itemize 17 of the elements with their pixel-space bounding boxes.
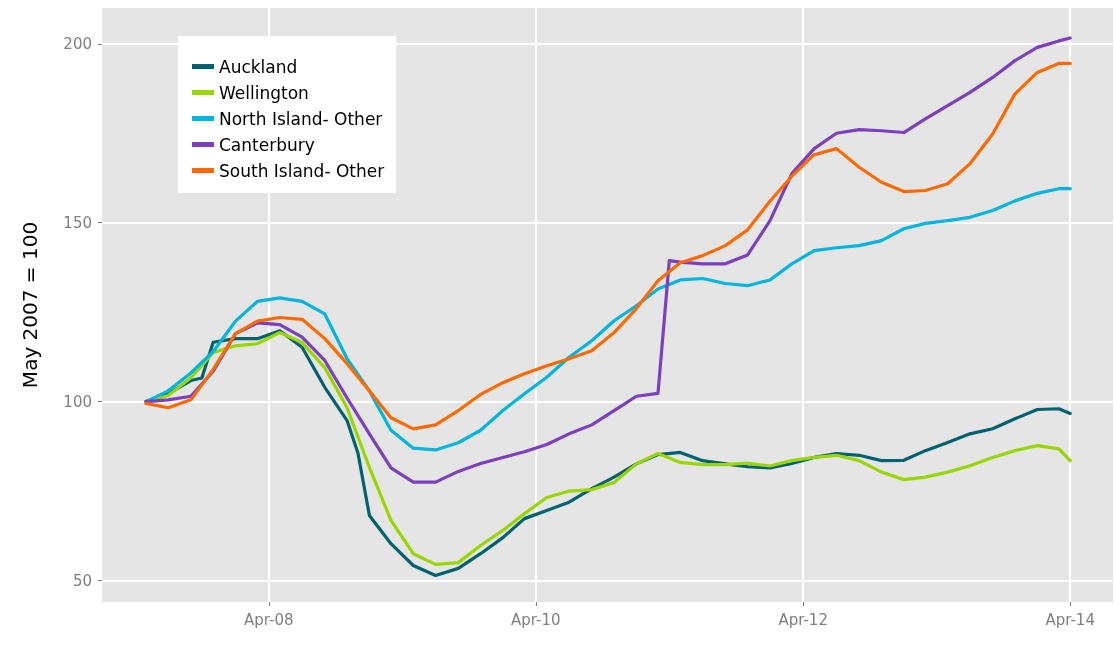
legend-label: South Island- Other xyxy=(219,160,385,181)
x-tick-label: Apr-08 xyxy=(244,610,294,629)
y-tick-label: 200 xyxy=(63,34,92,53)
legend-label: North Island- Other xyxy=(219,108,383,129)
legend-label: Wellington xyxy=(219,82,309,103)
line-series xyxy=(144,61,1072,431)
line-series xyxy=(144,36,1072,484)
legend-label: Auckland xyxy=(219,56,298,77)
legend-label: Canterbury xyxy=(219,134,315,155)
y-tick-label: 100 xyxy=(63,392,92,411)
x-tick-label: Apr-14 xyxy=(1045,610,1095,629)
y-tick-label: 150 xyxy=(63,213,92,232)
x-tick-label: Apr-10 xyxy=(511,610,561,629)
y-tick-label: 50 xyxy=(72,571,92,590)
line-series xyxy=(144,187,1072,452)
y-axis-title: May 2007 = 100 xyxy=(18,221,42,389)
x-tick-label: Apr-12 xyxy=(778,610,828,629)
